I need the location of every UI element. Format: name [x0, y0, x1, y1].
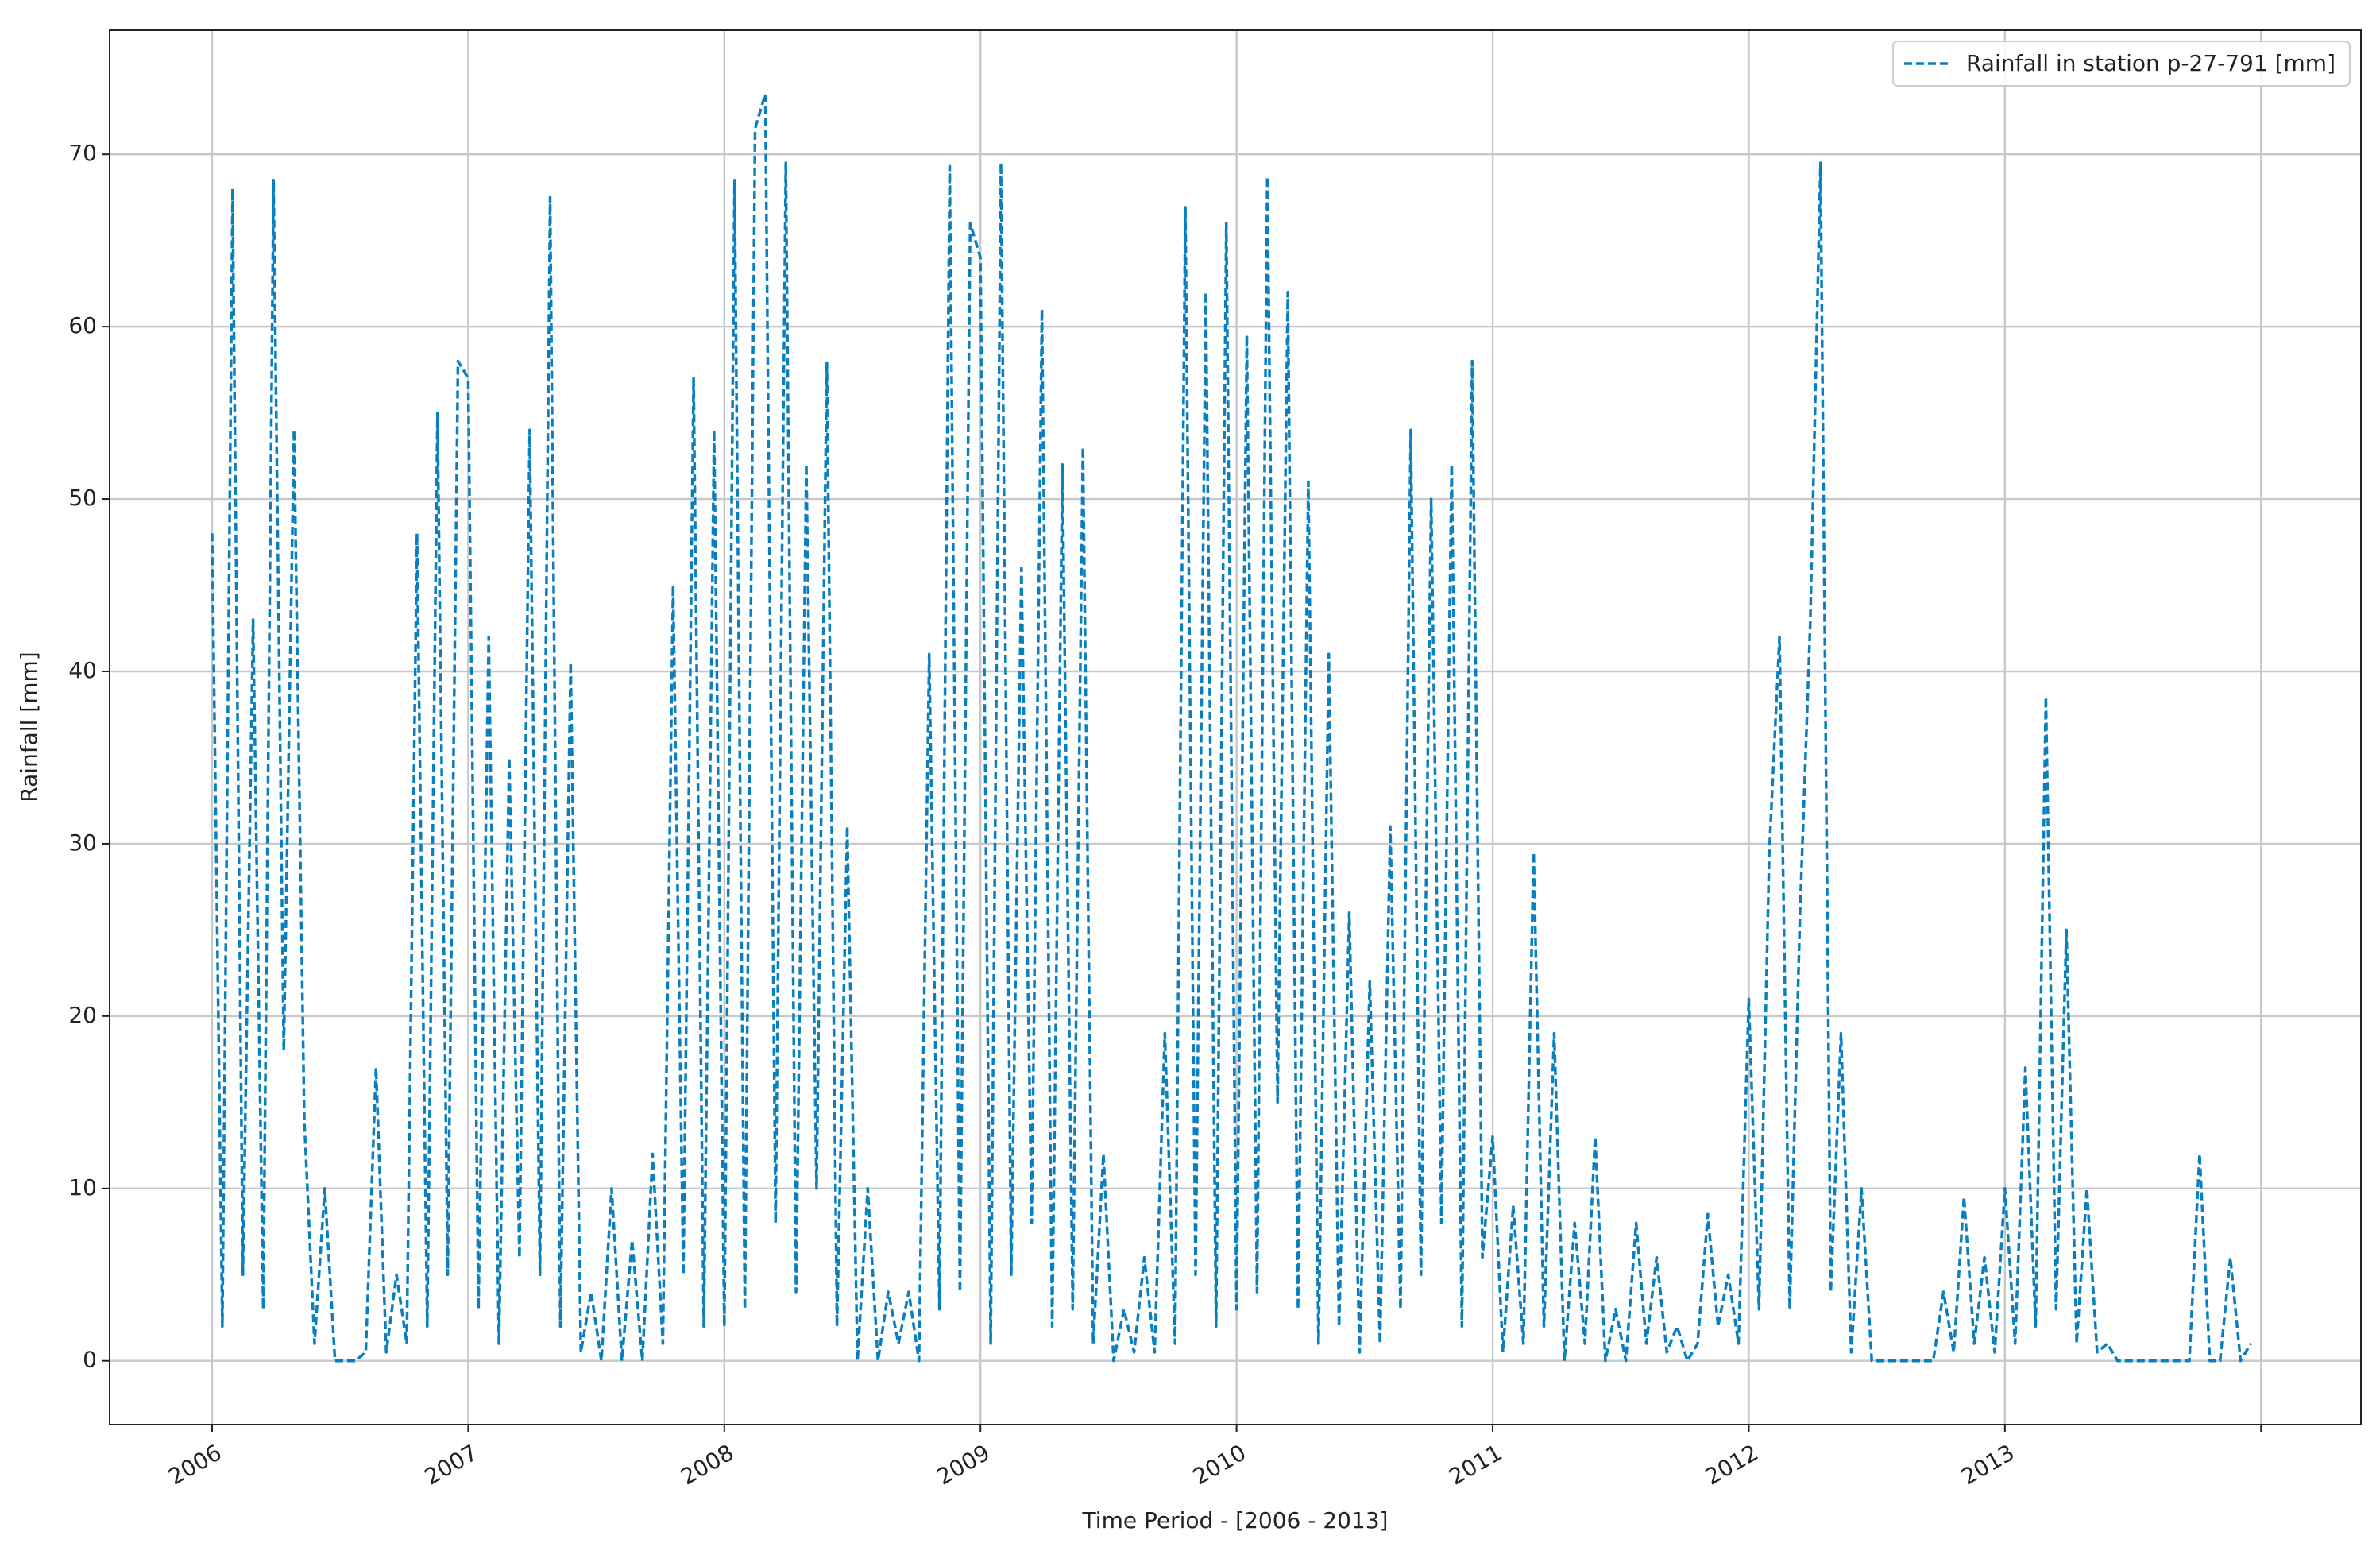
- y-tick-label: 0: [83, 1347, 97, 1373]
- x-tick-label: 2009: [932, 1439, 994, 1490]
- x-tick-label: 2010: [1188, 1439, 1250, 1490]
- y-tick-label: 60: [68, 312, 97, 338]
- plot-frame: [109, 29, 2362, 1425]
- y-tick-label: 50: [68, 485, 97, 511]
- x-tick-label: 2008: [676, 1439, 738, 1490]
- y-tick-label: 40: [68, 657, 97, 683]
- x-tick-label: 2007: [420, 1439, 482, 1490]
- x-tick-label: 2006: [164, 1439, 226, 1490]
- y-axis-label: Rainfall [mm]: [16, 652, 42, 802]
- y-tick-label: 30: [68, 830, 97, 856]
- legend-box: [1891, 41, 2351, 87]
- y-tick-label: 10: [68, 1174, 97, 1201]
- y-tick-label: 20: [68, 1002, 97, 1028]
- y-tick-label: 70: [68, 140, 97, 166]
- x-tick-label: 2011: [1444, 1439, 1506, 1490]
- x-tick-label: 2012: [1701, 1439, 1763, 1490]
- x-tick-label: 2013: [1957, 1439, 2019, 1490]
- x-axis-label: Time Period - [2006 - 2013]: [1082, 1507, 1389, 1533]
- data-line: [211, 92, 2252, 1363]
- legend: Rainfall in station p-27-791 [mm]: [1891, 41, 2351, 87]
- legend-label: Rainfall in station p-27-791 [mm]: [1966, 50, 2336, 76]
